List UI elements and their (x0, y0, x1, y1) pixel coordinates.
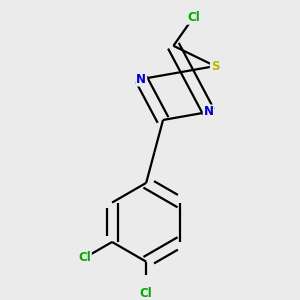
Text: S: S (211, 60, 219, 73)
Text: N: N (204, 105, 214, 119)
Text: Cl: Cl (78, 251, 91, 264)
Text: Cl: Cl (187, 11, 200, 24)
Text: N: N (136, 73, 146, 85)
Text: Cl: Cl (140, 287, 152, 300)
